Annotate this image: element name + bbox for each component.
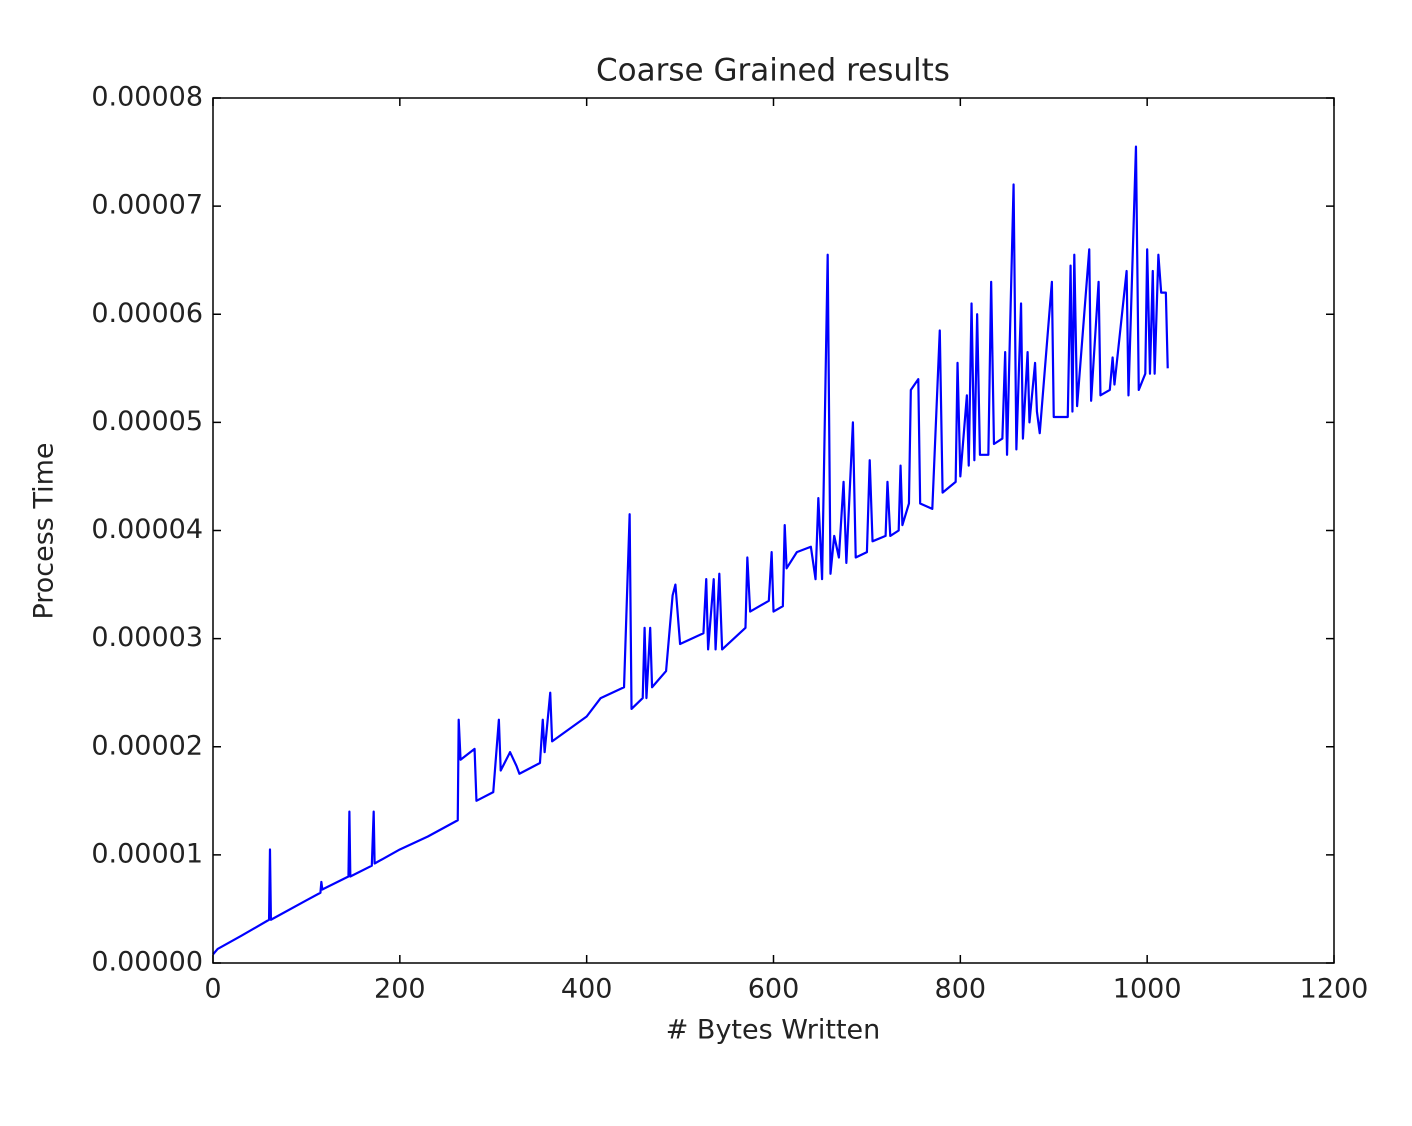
y-tick-label: 0.00008 [91,82,203,113]
y-tick-label: 0.00002 [91,730,203,761]
x-tick-label: 800 [935,974,987,1005]
x-tick-label: 600 [748,974,800,1005]
plot-frame [212,97,1335,964]
y-tick-label: 0.00001 [91,838,203,869]
y-tick-label: 0.00003 [91,622,203,653]
x-tick-label: 0 [204,974,221,1005]
x-tick-label: 1000 [1113,974,1182,1005]
y-tick-label: 0.00004 [91,514,203,545]
data-line [212,145,1169,956]
x-tick-label: 1200 [1300,974,1369,1005]
y-tick-label: 0.00006 [91,298,203,329]
y-tick-label: 0.00000 [91,947,203,978]
y-axis-label: Process Time [29,442,60,619]
y-tick-label: 0.00005 [91,406,203,437]
chart-title: Coarse Grained results [596,53,950,89]
x-tick-label: 200 [374,974,426,1005]
x-axis-label: # Bytes Written [666,1015,881,1046]
y-tick-label: 0.00007 [91,190,203,221]
x-tick-label: 400 [561,974,613,1005]
